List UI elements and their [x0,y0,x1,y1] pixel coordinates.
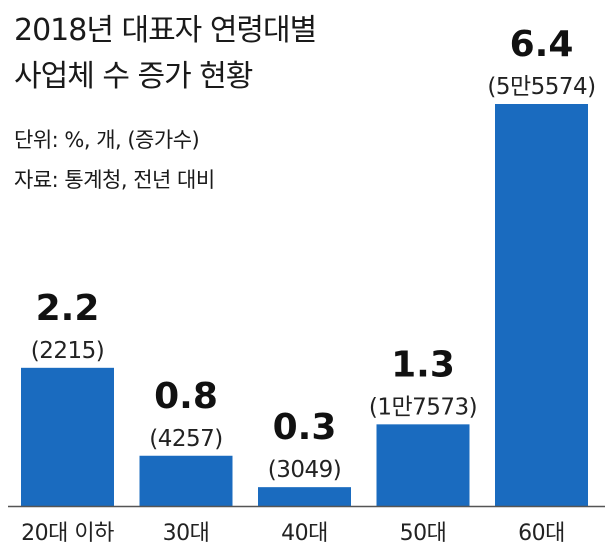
unit-note: 단위: %, 개, (증가수) [14,128,200,152]
count-label: (4257) [149,426,222,452]
value-label: 2.2 [36,288,100,329]
category-label: 30대 [163,521,210,546]
count-label: (1만7573) [369,394,477,420]
category-label: 40대 [281,521,328,546]
value-label: 0.3 [273,407,337,448]
count-label: (5만5574) [487,74,595,100]
category-label: 20대 이하 [21,521,114,546]
bar [495,104,588,506]
value-label: 1.3 [391,344,455,385]
bar [21,367,114,506]
bar [258,487,351,506]
category-label: 50대 [400,521,447,546]
source-note: 자료: 통계청, 전년 대비 [14,168,215,192]
title-block: 2018년 대표자 연령대별 사업체 수 증가 현황 [14,8,317,100]
bar [139,455,233,506]
count-label: (3049) [268,457,341,483]
count-label: (2215) [31,338,104,364]
notes: 단위: %, 개, (증가수) 자료: 통계청, 전년 대비 [14,120,215,200]
value-label: 0.8 [154,376,218,417]
chart-title-line1: 2018년 대표자 연령대별 [14,13,317,48]
bar [376,424,470,506]
value-label: 6.4 [510,24,574,65]
chart-title-line2: 사업체 수 증가 현황 [14,59,253,94]
category-label: 60대 [518,521,565,546]
